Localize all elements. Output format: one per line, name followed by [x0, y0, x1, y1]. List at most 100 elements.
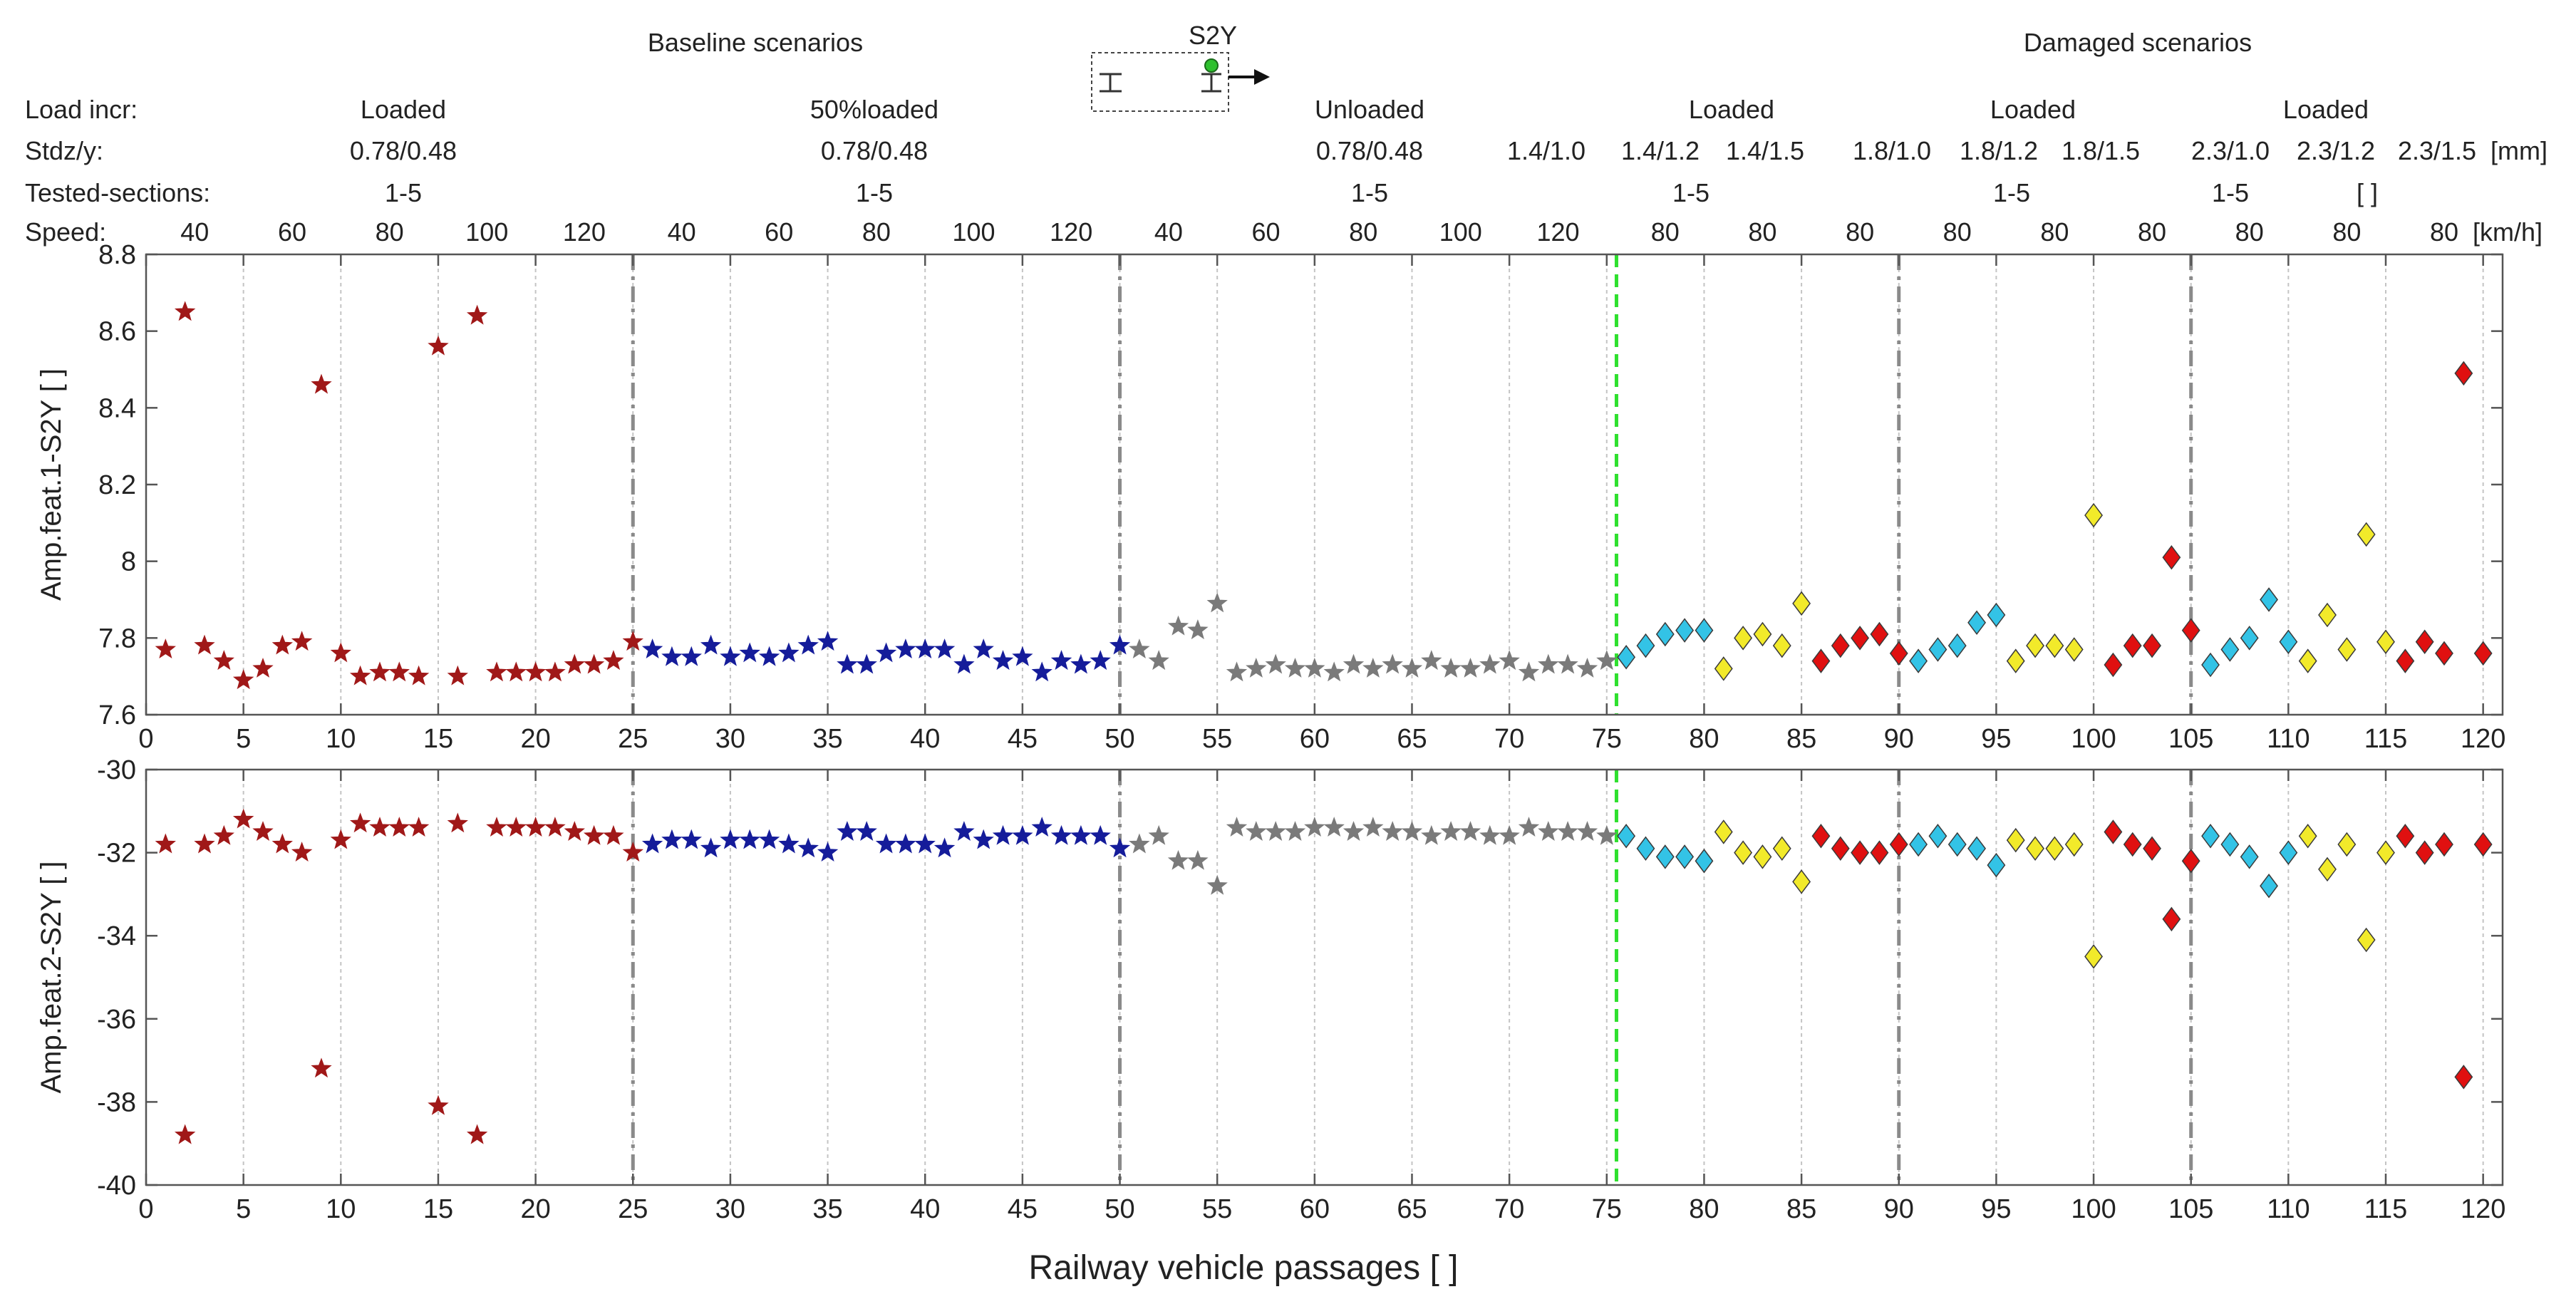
data-point-star	[1109, 837, 1131, 858]
data-point-star	[349, 812, 371, 833]
data-point-star	[622, 842, 643, 862]
data-point-star	[817, 631, 839, 651]
data-point-star	[875, 642, 897, 663]
data-point-star	[428, 335, 449, 356]
x-tick-label: 75	[1592, 1194, 1622, 1224]
data-point-diamond	[1753, 844, 1772, 869]
speed-label: 80	[1846, 217, 1874, 247]
data-point-star	[486, 661, 507, 682]
data-point-star	[1518, 817, 1540, 837]
speed-label: 80	[1349, 217, 1377, 247]
data-point-star	[1557, 653, 1578, 674]
data-point-diamond	[2376, 840, 2395, 865]
x-tick-label: 95	[1981, 724, 2011, 754]
data-point-star	[213, 650, 234, 671]
x-axis-label: Railway vehicle passages [ ]	[1029, 1249, 1459, 1287]
data-point-star	[564, 653, 585, 674]
load-label-6: Loaded	[2283, 95, 2369, 124]
baseline-scenarios-title: Baseline scenarios	[648, 28, 863, 57]
load-label-2: 50%loaded	[810, 95, 938, 124]
data-point-star	[739, 642, 760, 663]
data-point-diamond	[1734, 840, 1753, 865]
data-point-star	[856, 821, 877, 841]
data-point-diamond	[2279, 629, 2298, 654]
data-point-star	[895, 833, 916, 854]
data-point-star	[349, 665, 371, 685]
y-tick-label: 8.6	[98, 317, 136, 347]
x-tick-label: 30	[715, 1194, 745, 1224]
data-point-diamond	[2473, 641, 2493, 666]
data-point-diamond	[2064, 637, 2084, 662]
data-point-diamond	[1675, 618, 1695, 643]
data-point-star	[1246, 821, 1267, 841]
stdzy-label-5: 1.4/1.2	[1621, 136, 1700, 165]
data-point-diamond	[1695, 849, 1714, 874]
data-point-star	[544, 661, 566, 682]
data-point-diamond	[2104, 652, 2123, 678]
sensor-label: S2Y	[1189, 21, 1237, 50]
data-point-star	[914, 638, 936, 658]
data-point-star	[174, 301, 196, 321]
data-point-star	[700, 837, 722, 858]
data-point-diamond	[2357, 927, 2376, 953]
data-point-star	[1304, 657, 1325, 678]
stdzy-label-2: 0.78/0.48	[821, 136, 928, 165]
y-tick-label: -40	[97, 1171, 136, 1201]
x-tick-label: 105	[2168, 1194, 2213, 1224]
data-point-star	[603, 650, 624, 671]
data-point-star	[758, 829, 780, 849]
data-point-star	[271, 833, 293, 854]
stdzy-label-3: 0.78/0.48	[1316, 136, 1423, 165]
data-point-diamond	[2143, 633, 2161, 658]
data-point-star	[544, 817, 566, 837]
data-point-diamond	[2006, 827, 2025, 853]
data-point-star	[1538, 653, 1559, 674]
data-point-star	[1596, 650, 1618, 671]
data-point-star	[1343, 653, 1365, 674]
data-point-star	[1265, 653, 1286, 674]
x-tick-label: 70	[1494, 1194, 1524, 1224]
data-point-diamond	[1831, 836, 1850, 862]
x-tick-label: 100	[2071, 724, 2116, 754]
data-point-diamond	[2415, 840, 2434, 865]
data-point-star	[1050, 650, 1072, 671]
stdzy-label-10: 2.3/1.0	[2191, 136, 2270, 165]
data-point-star	[1401, 657, 1423, 678]
data-point-star	[271, 634, 293, 655]
data-point-diamond	[1772, 633, 1791, 658]
data-point-diamond	[1870, 840, 1889, 865]
damaged-scenarios-title: Damaged scenarios	[2024, 28, 2252, 57]
data-point-star	[447, 812, 468, 833]
x-tick-label: 0	[138, 724, 153, 754]
data-point-diamond	[2279, 840, 2298, 865]
speed-label: 60	[278, 217, 306, 247]
x-tick-label: 85	[1786, 724, 1816, 754]
speed-label: 120	[1050, 217, 1092, 247]
data-point-star	[1518, 661, 1540, 682]
plot-frame	[145, 768, 2504, 1186]
data-point-star	[1070, 653, 1092, 674]
x-tick-label: 15	[423, 1194, 453, 1224]
data-point-diamond	[2201, 652, 2220, 678]
data-point-star	[1401, 821, 1423, 841]
data-point-diamond	[2454, 1065, 2473, 1090]
data-point-diamond	[1909, 832, 1928, 857]
y-axis-label-amp-feat-2: Amp.feat.2-S2Y [ ]	[36, 861, 67, 1093]
data-point-diamond	[1811, 648, 1831, 673]
data-point-star	[1050, 824, 1072, 845]
speed-label: 40	[180, 217, 209, 247]
data-point-star	[1499, 650, 1520, 671]
speed-label: 80	[2430, 217, 2458, 247]
x-tick-label: 120	[2461, 1194, 2505, 1224]
load-label-1: Loaded	[361, 95, 446, 124]
data-point-star	[641, 833, 663, 854]
data-point-star	[1187, 619, 1209, 640]
data-point-star	[330, 829, 351, 849]
x-tick-label: 80	[1689, 1194, 1719, 1224]
data-point-diamond	[2260, 587, 2278, 612]
data-point-star	[1576, 657, 1598, 678]
x-tick-label: 45	[1008, 1194, 1038, 1224]
sensor-dot	[1204, 58, 1219, 73]
sections-label-6: 1-5	[2212, 178, 2249, 207]
